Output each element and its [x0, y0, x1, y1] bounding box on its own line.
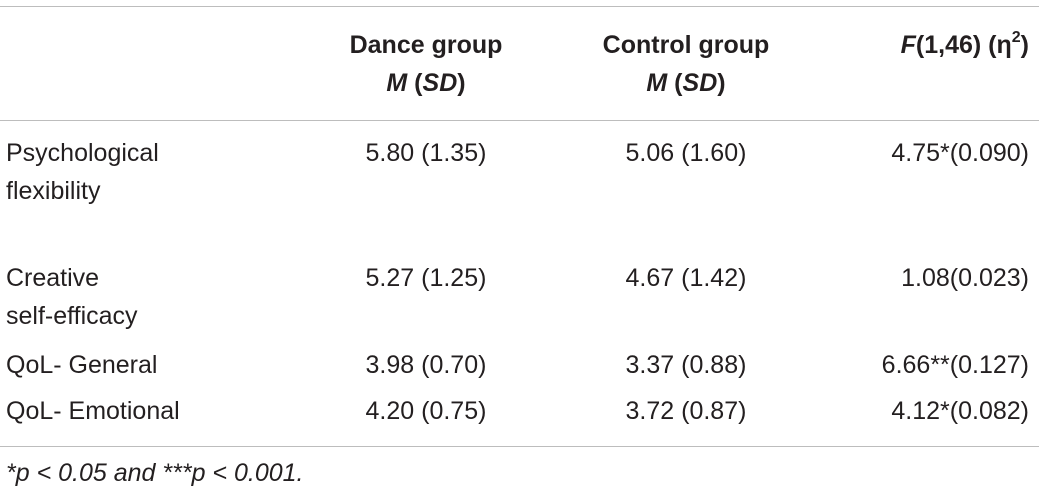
table-footnote: *p < 0.05 and ***p < 0.001.: [6, 459, 304, 487]
row-dance-value: 4.20 (0.75): [365, 397, 487, 425]
header-control-title: Control group: [602, 31, 770, 59]
row-label: QoL- General: [6, 351, 158, 379]
header-dance-stats: M (SD): [386, 69, 466, 97]
header-f-letter: F: [900, 31, 916, 59]
row-label: Psychological flexibility: [6, 139, 159, 205]
row-f-value: 6.66**(0.127): [881, 351, 1029, 379]
header-control-stats: M (SD): [646, 69, 726, 97]
row-f-value: 4.75*(0.090): [891, 139, 1029, 167]
row-dance-value: 5.27 (1.25): [365, 264, 487, 292]
row-label: Creative self-efficacy: [6, 264, 138, 330]
header-dance-title: Dance group: [349, 31, 503, 59]
row-control-value: 3.72 (0.87): [625, 397, 747, 425]
row-control-value: 4.67 (1.42): [625, 264, 747, 292]
header-f-statistic: F(1,46) (η2): [900, 28, 1029, 59]
row-dance-value: 5.80 (1.35): [365, 139, 487, 167]
header-f-df: (1,46): [915, 31, 982, 59]
row-dance-value: 3.98 (0.70): [365, 351, 487, 379]
header-dance-group: Dance group M (SD): [296, 26, 556, 102]
row-control-value: 3.37 (0.88): [625, 351, 747, 379]
table-header-rule: [0, 120, 1039, 121]
row-f-value: 4.12*(0.082): [891, 397, 1029, 425]
header-control-group: Control group M (SD): [556, 26, 816, 102]
table-bottom-rule: [0, 446, 1039, 447]
header-eta-superscript: 2: [1011, 28, 1021, 46]
row-label: QoL- Emotional: [6, 397, 180, 425]
row-f-value: 1.08(0.023): [901, 264, 1029, 292]
table-top-rule: [0, 6, 1039, 7]
header-eta: η: [996, 31, 1012, 59]
row-control-value: 5.06 (1.60): [625, 139, 747, 167]
